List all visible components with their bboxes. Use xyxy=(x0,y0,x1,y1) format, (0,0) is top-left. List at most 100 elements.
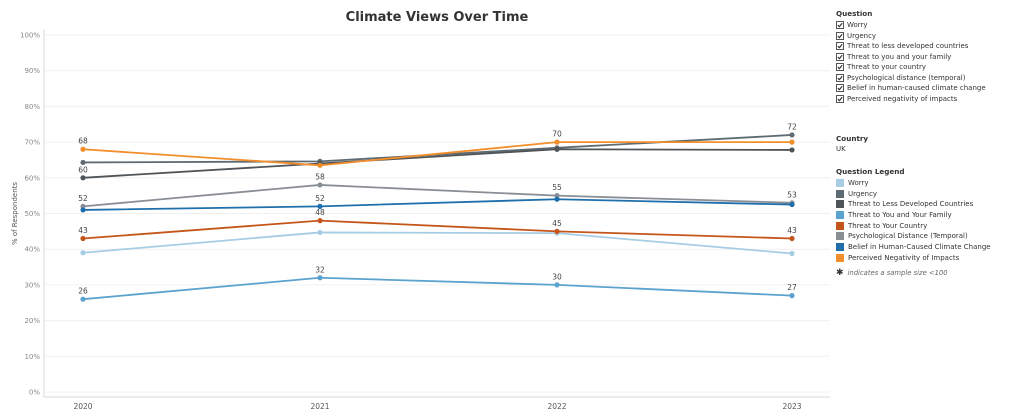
series-line xyxy=(82,198,793,211)
data-label: 45 xyxy=(552,219,562,228)
line-chart: 0% 10% 20% 30% 40% 50% 60% 70% 80% 90% 100% 2020 202… xyxy=(11,30,830,411)
question-filter-label: Urgency xyxy=(847,31,877,40)
data-label: 48 xyxy=(315,208,325,217)
data-point xyxy=(317,203,323,209)
checkbox[interactable] xyxy=(836,42,844,50)
question-filter-label: Psychological distance (temporal) xyxy=(847,73,966,82)
y-tick-label: 0% xyxy=(29,389,40,397)
y-tick-label: 50% xyxy=(24,210,40,218)
legend-item[interactable]: Threat to Your Country xyxy=(836,220,1022,231)
question-filter-item[interactable]: Threat to you and your family xyxy=(836,52,1022,62)
checkbox[interactable] xyxy=(836,84,844,92)
y-axis-title: % of Respondents xyxy=(11,182,19,245)
data-point xyxy=(554,146,560,152)
data-point xyxy=(317,218,323,224)
legend-item[interactable]: Belief in Human-Caused Climate Change xyxy=(836,242,1022,253)
data-point xyxy=(554,228,560,234)
question-filter-label: Belief in human-caused climate change xyxy=(847,84,986,92)
data-point xyxy=(80,203,86,209)
y-tick-label: 10% xyxy=(24,353,40,361)
checkbox[interactable] xyxy=(836,21,844,29)
checkbox[interactable] xyxy=(836,94,844,103)
data-point xyxy=(80,175,86,181)
checkbox[interactable] xyxy=(836,31,844,40)
legend-item[interactable]: Urgency xyxy=(836,188,1022,199)
data-point xyxy=(789,139,795,145)
legend-item[interactable]: Threat to Less Developed Countries xyxy=(836,199,1022,210)
country-filter: Country UK xyxy=(836,134,1022,153)
chart-area: Climate Views Over Time 0% 10% 20% 30% 40% 50… xyxy=(11,10,830,411)
legend-item[interactable]: Threat to You and Your Family xyxy=(836,210,1022,221)
question-filter-label: Threat to you and your family xyxy=(847,52,952,61)
question-filter-item[interactable]: Threat to less developed countries xyxy=(836,41,1022,51)
legend-swatch xyxy=(836,200,844,209)
data-label: 53 xyxy=(787,190,797,199)
data-label: 26 xyxy=(78,287,88,296)
question-filter-item[interactable]: Perceived negativity of impacts xyxy=(836,94,1022,104)
data-point xyxy=(80,296,86,302)
legend-item[interactable]: Perceived Negativity of Impacts xyxy=(836,252,1022,263)
data-label: 32 xyxy=(315,265,325,274)
question-filter-item[interactable]: Belief in human-caused climate change xyxy=(836,83,1022,93)
side-panel: Question Worry Urgency Threat to less deve… xyxy=(836,9,1022,278)
series-line xyxy=(82,148,793,179)
data-point xyxy=(789,147,795,153)
legend-label: Belief in Human-Caused Climate Change xyxy=(848,242,991,251)
checkbox[interactable] xyxy=(836,73,844,82)
y-tick-label: 90% xyxy=(24,67,40,75)
series-line xyxy=(82,134,793,164)
y-tick-label: 70% xyxy=(24,139,40,147)
data-point xyxy=(80,207,86,213)
data-label: 27 xyxy=(787,283,797,292)
series-line xyxy=(82,184,793,208)
legend-label: Urgency xyxy=(848,189,878,198)
data-label: 30 xyxy=(552,272,562,281)
data-label: 52 xyxy=(78,194,88,203)
data-point xyxy=(554,282,560,288)
footnote-text: indicates a sample size <100 xyxy=(847,269,948,277)
question-filter-label: Threat to less developed countries xyxy=(847,42,969,50)
x-tick-label: 2021 xyxy=(310,402,329,411)
series-line xyxy=(82,231,793,255)
series-line xyxy=(82,141,792,167)
data-label: 52 xyxy=(315,194,325,203)
question-filter: Question Worry Urgency Threat to less deve… xyxy=(836,9,1022,104)
question-legend: Question Legend Worry Urgency Threat to Le… xyxy=(836,167,1022,278)
data-point xyxy=(317,229,323,236)
data-point xyxy=(80,146,86,152)
legend-swatch xyxy=(836,210,844,219)
x-tick-label: 2020 xyxy=(73,402,92,411)
legend-label: Threat to Your Country xyxy=(848,221,928,230)
data-point xyxy=(789,235,795,242)
y-tick-label: 30% xyxy=(24,281,40,289)
data-point xyxy=(789,250,795,257)
y-tick-label: 100% xyxy=(20,32,40,40)
data-label: 58 xyxy=(315,172,325,181)
legend-label: Threat to Less Developed Countries xyxy=(848,200,974,209)
legend-item[interactable]: Psychological Distance (Temporal) xyxy=(836,231,1022,242)
question-filter-item[interactable]: Urgency xyxy=(836,31,1022,41)
data-point xyxy=(317,275,323,281)
chart-title: Climate Views Over Time xyxy=(345,10,529,25)
legend-item[interactable]: Worry xyxy=(836,178,1022,189)
data-point xyxy=(317,162,323,168)
checkbox[interactable] xyxy=(836,63,844,71)
sample-size-footnote: ✱ indicates a sample size <100 xyxy=(836,268,1022,278)
country-value[interactable]: UK xyxy=(836,144,846,153)
y-tick-label: 20% xyxy=(24,317,40,325)
question-legend-list: Worry Urgency Threat to Less Developed Cou… xyxy=(836,178,1022,264)
series-line xyxy=(82,276,793,301)
checkbox[interactable] xyxy=(836,52,844,61)
question-filter-title: Question xyxy=(836,9,873,18)
x-tick-label: 2022 xyxy=(547,402,566,411)
data-label: 43 xyxy=(787,226,797,235)
x-tick-label: 2023 xyxy=(782,402,801,411)
y-tick-label: 60% xyxy=(24,174,40,182)
question-filter-label: Threat to your country xyxy=(847,63,926,71)
legend-label: Worry xyxy=(848,178,869,187)
question-filter-item[interactable]: Threat to your country xyxy=(836,62,1022,72)
data-point xyxy=(789,293,795,299)
question-filter-item[interactable]: Psychological distance (temporal) xyxy=(836,73,1022,83)
legend-swatch xyxy=(836,189,844,198)
question-filter-item[interactable]: Worry xyxy=(836,20,1022,30)
